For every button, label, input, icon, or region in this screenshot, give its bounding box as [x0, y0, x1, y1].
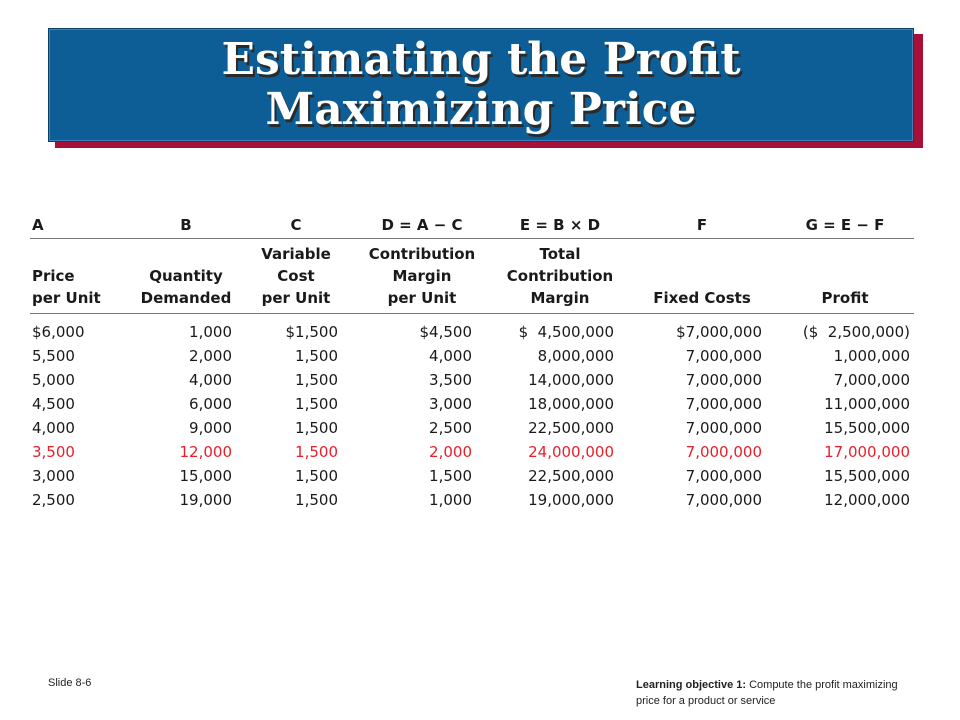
table-cell: 24,000,000 [528, 443, 614, 461]
table-row: 4,500 6,000 1,500 3,000 18,000,000 7,000,000 1… [30, 392, 914, 416]
column-letter-row: A B C D = A − C E = B × D F G = E − F [30, 212, 914, 239]
table-cell: $6,000 [32, 323, 85, 341]
slide-title: Estimating the Profit Maximizing Price [221, 34, 741, 135]
title-banner: Estimating the Profit Maximizing Price [48, 28, 914, 142]
table-cell: 3,000 [429, 395, 472, 413]
table-row: 5,000 4,000 1,500 3,500 14,000,000 7,000,000 7… [30, 368, 914, 392]
table-cell: 3,000 [32, 467, 75, 485]
slide-number: Slide 8-6 [48, 677, 92, 689]
table-cell: 1,000 [429, 491, 472, 509]
table-cell: 1,500 [295, 395, 338, 413]
table-cell: 1,500 [295, 371, 338, 389]
column-header: Variable Cost per Unit [261, 245, 331, 307]
table-cell: 5,500 [32, 347, 75, 365]
column-letter: G = E − F [805, 216, 885, 234]
table-cell: 2,500 [32, 491, 75, 509]
table-row: 5,500 2,000 1,500 4,000 8,000,000 7,000,000 1,… [30, 344, 914, 368]
table-cell: 1,500 [295, 467, 338, 485]
objective-label: Learning objective 1: [636, 679, 747, 691]
table-cell: 4,000 [32, 419, 75, 437]
table-cell: 7,000,000 [685, 395, 762, 413]
table-cell: 1,500 [429, 467, 472, 485]
column-letter: B [180, 216, 192, 234]
column-letter: A [32, 216, 44, 234]
table-cell: 4,500 [32, 395, 75, 413]
objective-text: Compute the profit maximizing price for … [636, 679, 898, 707]
column-header-row: Price per Unit Quantity Demanded Variabl… [30, 239, 914, 314]
table-cell: 7,000,000 [685, 419, 762, 437]
table-cell: 4,000 [189, 371, 232, 389]
table-cell: $7,000,000 [676, 323, 762, 341]
table-cell: 1,500 [295, 419, 338, 437]
table-cell: 6,000 [189, 395, 232, 413]
table-cell: 22,500,000 [528, 467, 614, 485]
table-cell: 1,500 [295, 347, 338, 365]
table-row: 4,000 9,000 1,500 2,500 22,500,000 7,000,000 1… [30, 416, 914, 440]
column-header: Quantity Demanded [140, 267, 232, 307]
column-letter: C [290, 216, 302, 234]
table-cell: 4,000 [429, 347, 472, 365]
table-cell: ($ 2,500,000) [802, 323, 910, 341]
table-cell: 1,500 [295, 443, 338, 461]
table-cell: 1,500 [295, 491, 338, 509]
column-letter: F [696, 216, 708, 234]
table-cell: 7,000,000 [685, 467, 762, 485]
column-header: Fixed Costs [653, 289, 751, 307]
table-cell: 9,000 [189, 419, 232, 437]
table-cell: 1,000,000 [833, 347, 910, 365]
table-cell: 8,000,000 [537, 347, 614, 365]
table-cell: 2,000 [189, 347, 232, 365]
table-cell: 7,000,000 [685, 347, 762, 365]
table-row: 3,000 15,000 1,500 1,500 22,500,000 7,000,000… [30, 464, 914, 488]
table-cell: 7,000,000 [833, 371, 910, 389]
table-body: $6,000 1,000 $1,500 $4,500 $ 4,500,000 $7,000… [30, 320, 914, 512]
table-cell: 19,000,000 [528, 491, 614, 509]
column-letter: E = B × D [519, 216, 601, 234]
column-letter: D = A − C [381, 216, 463, 234]
table-cell: 2,000 [429, 443, 472, 461]
column-header: Price per Unit [32, 267, 101, 307]
table-cell: 19,000 [179, 491, 233, 509]
table-row: 3,500 12,000 1,500 2,000 24,000,000 7,000,000… [30, 440, 914, 464]
column-header: Profit [821, 289, 869, 307]
table-cell: 1,000 [189, 323, 232, 341]
table-cell: $ 4,500,000 [518, 323, 614, 341]
table-cell: 12,000 [179, 443, 233, 461]
table-cell: 7,000,000 [685, 371, 762, 389]
table-cell: $1,500 [285, 323, 339, 341]
table-cell: 22,500,000 [528, 419, 614, 437]
column-header: Total Contribution Margin [506, 245, 614, 307]
table-row: $6,000 1,000 $1,500 $4,500 $ 4,500,000 $7,000… [30, 320, 914, 344]
table-cell: 15,000 [179, 467, 233, 485]
table-cell: 15,500,000 [824, 467, 910, 485]
profit-table: A B C D = A − C E = B × D F G = E − F Pr… [30, 212, 914, 512]
table-cell: 7,000,000 [685, 443, 762, 461]
profit-table-container: A B C D = A − C E = B × D F G = E − F Pr… [30, 212, 914, 512]
learning-objective: Learning objective 1: Compute the profit… [636, 677, 916, 709]
table-cell: 7,000,000 [685, 491, 762, 509]
table-cell: 5,000 [32, 371, 75, 389]
table-cell: 12,000,000 [824, 491, 910, 509]
table-cell: 2,500 [429, 419, 472, 437]
table-cell: $4,500 [419, 323, 473, 341]
table-row: 2,500 19,000 1,500 1,000 19,000,000 7,000,000… [30, 488, 914, 512]
table-cell: 11,000,000 [824, 395, 910, 413]
table-cell: 17,000,000 [824, 443, 910, 461]
column-header: Contribution Margin per Unit [368, 245, 476, 307]
table-cell: 3,500 [429, 371, 472, 389]
table-cell: 3,500 [32, 443, 75, 461]
table-cell: 14,000,000 [528, 371, 614, 389]
table-cell: 18,000,000 [528, 395, 614, 413]
table-cell: 15,500,000 [824, 419, 910, 437]
